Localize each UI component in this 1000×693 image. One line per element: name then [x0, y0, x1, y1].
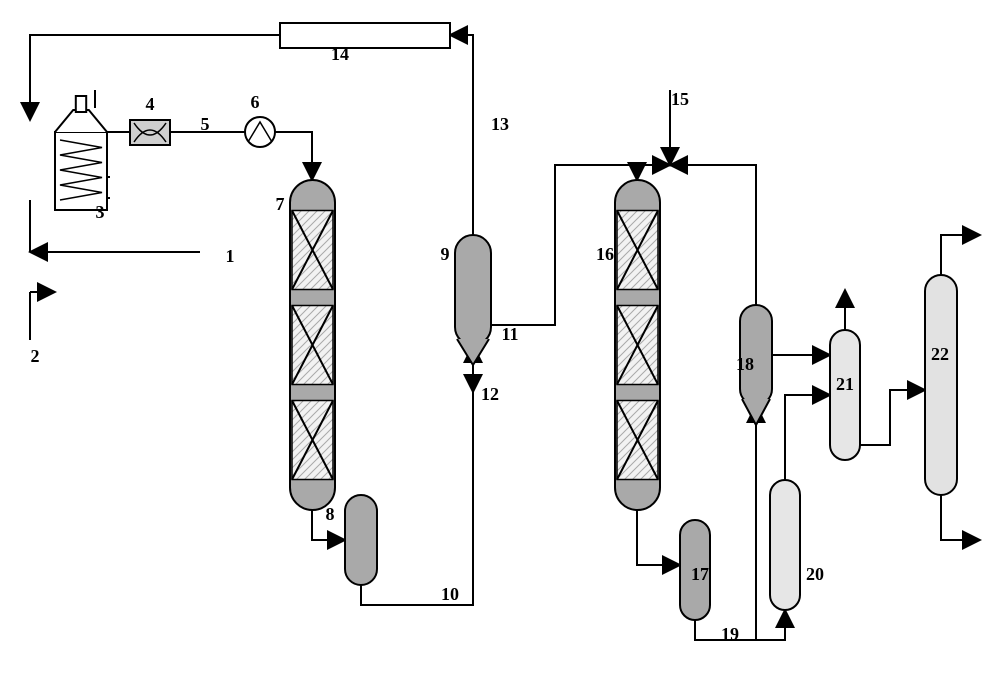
flow-line — [941, 235, 980, 275]
label-8: 8 — [326, 504, 335, 524]
label-9: 9 — [441, 244, 450, 264]
label-16: 16 — [596, 244, 614, 264]
col22 — [925, 275, 957, 495]
flow-line — [450, 35, 473, 235]
box4 — [130, 120, 170, 145]
label-10: 10 — [441, 584, 459, 604]
col20 — [770, 480, 800, 610]
label-5: 5 — [201, 114, 210, 134]
sep8 — [345, 495, 377, 585]
flow-line — [860, 390, 925, 445]
circle6 — [245, 117, 275, 147]
label-3: 3 — [96, 202, 105, 222]
col21 — [830, 330, 860, 460]
flow-line — [785, 395, 830, 480]
label-13: 13 — [491, 114, 509, 134]
furnace — [55, 96, 107, 210]
label-17: 17 — [691, 564, 709, 584]
label-1: 1 — [226, 246, 235, 266]
box14 — [280, 23, 450, 48]
label-20: 20 — [806, 564, 824, 584]
flow-line — [30, 35, 280, 120]
label-12: 12 — [481, 384, 499, 404]
label-21: 21 — [836, 374, 854, 394]
label-22: 22 — [931, 344, 949, 364]
flow-line — [637, 510, 680, 565]
reactor16 — [615, 180, 660, 510]
label-6: 6 — [251, 92, 260, 112]
label-18: 18 — [736, 354, 754, 374]
label-4: 4 — [146, 94, 155, 114]
label-19: 19 — [721, 624, 739, 644]
reactor7 — [290, 180, 335, 510]
label-14: 14 — [331, 44, 349, 64]
label-7: 7 — [276, 194, 285, 214]
label-2: 2 — [31, 346, 40, 366]
nodes — [55, 23, 957, 620]
label-15: 15 — [671, 89, 689, 109]
flow-line — [941, 495, 980, 540]
flow-line — [670, 165, 756, 305]
flow-line — [695, 610, 785, 640]
sep9 — [455, 235, 491, 365]
flow-line — [275, 132, 312, 180]
label-11: 11 — [501, 324, 518, 344]
